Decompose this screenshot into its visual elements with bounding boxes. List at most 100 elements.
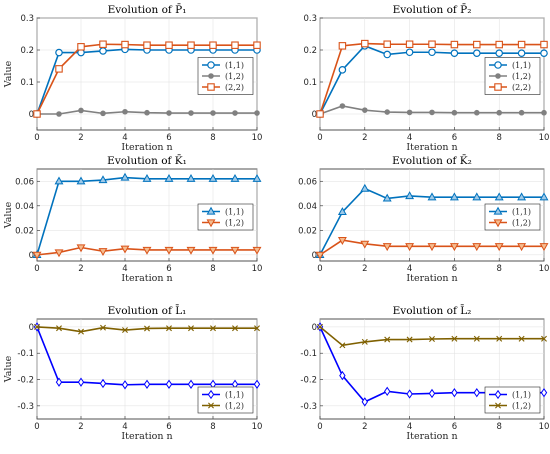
data-point bbox=[405, 191, 415, 200]
data-point bbox=[339, 370, 346, 381]
chart-panel-6: 0 2 4 6 8 10 -0.3 -0.2 -0.1 0 Evolution of L̄₂ Iter… bbox=[300, 304, 549, 442]
data-point bbox=[337, 237, 347, 245]
data-point bbox=[539, 243, 549, 252]
y-tick-label: 0.2 bbox=[303, 46, 317, 56]
y-tick-label: -0.1 bbox=[17, 349, 34, 359]
data-point bbox=[494, 192, 504, 201]
legend-label: (1,1) bbox=[512, 391, 531, 400]
chart-panel-4: 0 2 4 6 8 10 0 0.02 0.04 0.06 Evolution of K̄₂ Iter… bbox=[298, 154, 549, 284]
data-point bbox=[188, 325, 194, 332]
data-point bbox=[122, 108, 128, 115]
chart-title: Evolution of L̄₁ bbox=[108, 304, 187, 317]
x-tick-label: 6 bbox=[166, 264, 171, 274]
legend-box bbox=[197, 203, 254, 231]
x-tick-label: 0 bbox=[317, 133, 322, 143]
data-point bbox=[517, 49, 526, 58]
data-point bbox=[232, 325, 238, 332]
data-point bbox=[406, 109, 413, 116]
data-point bbox=[121, 380, 129, 390]
y-tick-label: 0 bbox=[312, 323, 317, 333]
y-axis-label: Value bbox=[3, 355, 14, 383]
data-point bbox=[473, 387, 481, 398]
data-point bbox=[253, 41, 261, 49]
legend-label: (1,2) bbox=[512, 219, 531, 228]
legend-marker bbox=[494, 61, 502, 69]
data-point bbox=[99, 40, 107, 48]
data-point bbox=[55, 65, 63, 73]
x-tick-label: 0 bbox=[317, 264, 322, 274]
data-point bbox=[429, 336, 435, 342]
data-point bbox=[120, 245, 130, 254]
data-point bbox=[253, 379, 261, 389]
legend-box bbox=[197, 386, 254, 414]
y-tick-label: 0.3 bbox=[20, 14, 34, 24]
y-tick-label: -0.2 bbox=[300, 376, 317, 386]
y-tick-label: 0.06 bbox=[298, 177, 317, 187]
data-point bbox=[165, 379, 173, 389]
chart-panel-5: 0 2 4 6 8 10 -0.3 -0.2 -0.1 0 Evolution of L̄₁ Iter… bbox=[3, 304, 262, 442]
chart-title: Evolution of P̄₂ bbox=[393, 3, 472, 16]
legend-label: (1,2) bbox=[512, 402, 531, 411]
data-point bbox=[99, 378, 107, 389]
data-point bbox=[252, 246, 262, 255]
data-point bbox=[494, 243, 504, 252]
chart-panel-1: 0 2 4 6 8 10 0 0.1 0.2 0.3 Evolution of P̄₁ Iterati… bbox=[3, 3, 262, 153]
x-tick-label: 2 bbox=[362, 264, 367, 274]
data-point bbox=[120, 172, 130, 181]
y-tick-label: -0.3 bbox=[17, 402, 34, 412]
chart-panel-2: 0 2 4 6 8 10 0 0.1 0.2 0.3 Evolution of P̄₂ Iterati… bbox=[303, 3, 549, 153]
x-tick-label: 4 bbox=[407, 133, 412, 143]
data-point bbox=[166, 110, 172, 116]
legend-box bbox=[484, 386, 541, 414]
data-point bbox=[254, 110, 260, 116]
data-point bbox=[361, 39, 369, 48]
data-point bbox=[55, 48, 63, 57]
data-point bbox=[517, 40, 526, 49]
data-point bbox=[166, 325, 172, 332]
data-point bbox=[338, 66, 347, 74]
y-tick-label: 0 bbox=[312, 251, 317, 261]
x-tick-label: 8 bbox=[496, 264, 501, 274]
data-point bbox=[541, 335, 547, 342]
y-tick-label: 0.04 bbox=[15, 202, 34, 212]
data-point bbox=[100, 324, 106, 331]
y-axis-label: Value bbox=[3, 201, 14, 229]
data-point bbox=[540, 40, 548, 49]
data-point bbox=[406, 336, 413, 343]
x-axis-label: Iteration n bbox=[406, 273, 457, 284]
legend: (1,1) (1,2) bbox=[197, 203, 254, 231]
y-tick-label: 0.3 bbox=[303, 14, 317, 24]
y-tick-label: 0.02 bbox=[15, 226, 34, 236]
data-point bbox=[76, 244, 86, 253]
data-point bbox=[495, 40, 503, 49]
data-point bbox=[100, 110, 106, 117]
data-point bbox=[317, 323, 323, 330]
x-tick-label: 4 bbox=[122, 133, 127, 143]
y-tick-label: 0.02 bbox=[298, 226, 317, 236]
legend-label: (2,2) bbox=[225, 83, 244, 92]
data-point bbox=[541, 109, 547, 116]
data-point bbox=[383, 386, 391, 397]
data-point bbox=[361, 397, 369, 407]
data-point bbox=[143, 41, 151, 49]
legend-label: (1,1) bbox=[225, 61, 244, 70]
y-tick-label: 0.06 bbox=[15, 177, 34, 187]
data-point bbox=[77, 43, 85, 51]
x-tick-label: 8 bbox=[210, 133, 215, 143]
data-point bbox=[406, 389, 413, 399]
data-point bbox=[337, 207, 347, 216]
legend-box bbox=[484, 203, 541, 231]
x-tick-label: 10 bbox=[539, 264, 550, 274]
data-point bbox=[517, 243, 527, 252]
data-point bbox=[208, 246, 218, 255]
data-point bbox=[186, 246, 196, 255]
x-tick-label: 6 bbox=[166, 133, 171, 143]
legend-marker bbox=[208, 402, 214, 409]
data-point bbox=[451, 335, 458, 342]
x-tick-label: 10 bbox=[252, 264, 263, 274]
data-point bbox=[405, 48, 414, 57]
data-point bbox=[315, 251, 325, 260]
series-3 bbox=[33, 40, 261, 118]
x-tick-label: 4 bbox=[122, 264, 127, 274]
